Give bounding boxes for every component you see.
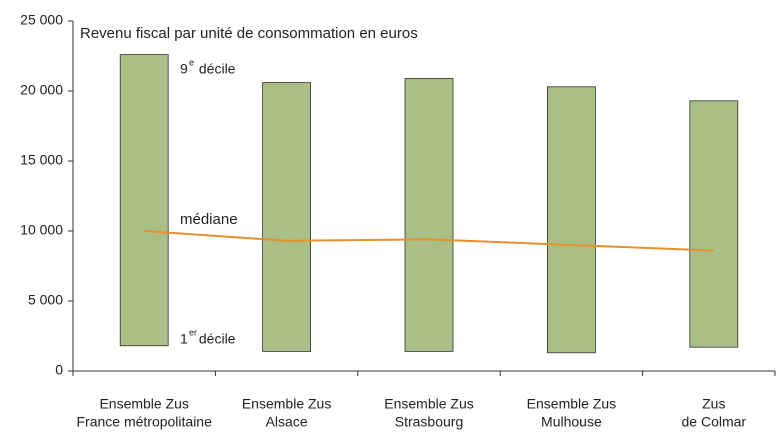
y-tick-label: 5 000 (28, 292, 63, 308)
bar (262, 82, 312, 352)
decile-label: 1 (180, 331, 188, 347)
decile-label-sup: e (189, 57, 194, 67)
x-tick-label: Ensemble Zus (99, 396, 188, 412)
bar (547, 86, 596, 354)
x-tick-label: Ensemble Zus (527, 396, 616, 412)
x-tick-label: France métropolitaine (76, 414, 212, 430)
y-tick-label: 15 000 (20, 152, 63, 168)
decile-label: 9 (180, 61, 188, 77)
bar (404, 78, 454, 352)
decile-label: décile (195, 331, 236, 347)
decile-label-sup: er (189, 327, 197, 337)
y-tick-label: 25 000 (20, 12, 63, 28)
x-tick-label: Zus (702, 396, 725, 412)
chart-title: Revenu fiscal par unité de consommation … (80, 25, 418, 42)
median-label: médiane (180, 211, 238, 228)
decile-label: décile (195, 61, 236, 77)
x-tick-label: Ensemble Zus (384, 396, 473, 412)
y-tick-label: 10 000 (20, 222, 63, 238)
x-tick-label: Alsace (266, 414, 308, 430)
y-tick-label: 0 (55, 362, 63, 378)
bar (689, 100, 739, 348)
median-line (144, 230, 714, 252)
bar (119, 54, 169, 347)
x-tick-label: de Colmar (682, 414, 747, 430)
x-tick-label: Strasbourg (395, 414, 463, 430)
x-tick-label: Mulhouse (541, 414, 602, 430)
x-tick-label: Ensemble Zus (242, 396, 331, 412)
y-tick-label: 20 000 (20, 82, 63, 98)
